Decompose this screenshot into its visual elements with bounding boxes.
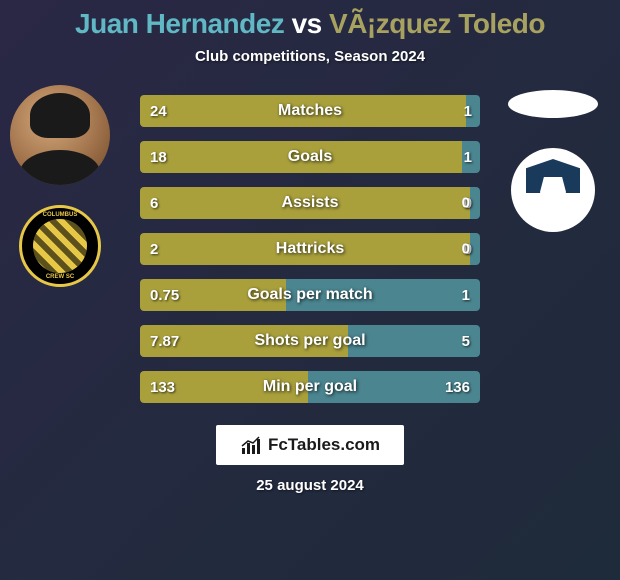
stat-label: Assists <box>282 194 339 212</box>
stat-label: Matches <box>278 102 342 120</box>
stat-right-value: 0 <box>462 195 470 212</box>
stats-bars: 24 1 Matches 18 1 Goals 6 0 Assists 0 2 0 Hattricks 0… <box>140 95 480 403</box>
player2-name: VÃ¡zquez Toledo <box>329 8 545 39</box>
stat-right-value: 0 <box>462 241 470 258</box>
footer: FcTables.com 25 august 2024 <box>216 425 404 494</box>
stat-left-value: 0.75 <box>150 287 179 304</box>
stat-label: Goals per match <box>247 286 372 304</box>
player2-photo-placeholder <box>508 90 598 118</box>
player1-name: Juan Hernandez <box>75 8 284 39</box>
stat-bar-right-segment: 1 <box>462 141 480 173</box>
page-title: Juan Hernandez vs VÃ¡zquez Toledo <box>75 8 545 40</box>
left-avatars: COLUMBUS CREW SC <box>10 85 110 287</box>
brand-text: FcTables.com <box>268 435 380 455</box>
stat-bar: 18 1 Goals <box>140 141 480 173</box>
stat-right-value: 1 <box>464 149 472 166</box>
stat-bar: 7.87 5 Shots per goal <box>140 325 480 357</box>
chart-icon <box>240 436 262 454</box>
stat-right-value: 136 <box>445 379 470 396</box>
stat-label: Shots per goal <box>254 332 365 350</box>
player1-photo <box>10 85 110 185</box>
stat-left-value: 2 <box>150 241 158 258</box>
date: 25 august 2024 <box>256 477 364 494</box>
stat-bar: 0.75 1 Goals per match <box>140 279 480 311</box>
stat-bar-right-segment: 0 <box>470 187 480 219</box>
right-avatars <box>508 90 598 232</box>
stat-left-value: 7.87 <box>150 333 179 350</box>
stat-right-value: 1 <box>464 103 472 120</box>
stat-label: Min per goal <box>263 378 357 396</box>
content-area: COLUMBUS CREW SC 24 1 Matches 18 1 Goals 6 0 Ass… <box>0 95 620 403</box>
club-logo-left-text-top: COLUMBUS <box>22 212 98 218</box>
stat-bar: 24 1 Matches <box>140 95 480 127</box>
stat-left-value: 133 <box>150 379 175 396</box>
stat-bar-right-segment: 5 <box>348 325 480 357</box>
stat-left-value: 6 <box>150 195 158 212</box>
stat-right-value: 1 <box>462 287 470 304</box>
stat-bar: 133 136 Min per goal <box>140 371 480 403</box>
comparison-infographic: Juan Hernandez vs VÃ¡zquez Toledo Club c… <box>0 0 620 580</box>
club-logo-left-text-bottom: CREW SC <box>22 274 98 280</box>
stat-bar: 6 0 Assists 0 <box>140 187 480 219</box>
stat-bar-right-segment: 0 <box>470 233 480 265</box>
club-logo-right-shield <box>526 159 580 221</box>
stat-right-value: 5 <box>462 333 470 350</box>
stat-label: Goals <box>288 148 332 166</box>
subtitle: Club competitions, Season 2024 <box>195 48 425 65</box>
stat-bar-right-segment: 1 <box>466 95 480 127</box>
vs-text: vs <box>292 8 322 39</box>
stat-left-value: 24 <box>150 103 167 120</box>
club-logo-left: COLUMBUS CREW SC <box>19 205 101 287</box>
stat-label: Hattricks <box>276 240 344 258</box>
stat-left-value: 18 <box>150 149 167 166</box>
club-logo-right <box>511 148 595 232</box>
brand-badge: FcTables.com <box>216 425 404 465</box>
club-logo-left-inner <box>33 219 87 273</box>
stat-bar: 2 0 Hattricks 0 <box>140 233 480 265</box>
